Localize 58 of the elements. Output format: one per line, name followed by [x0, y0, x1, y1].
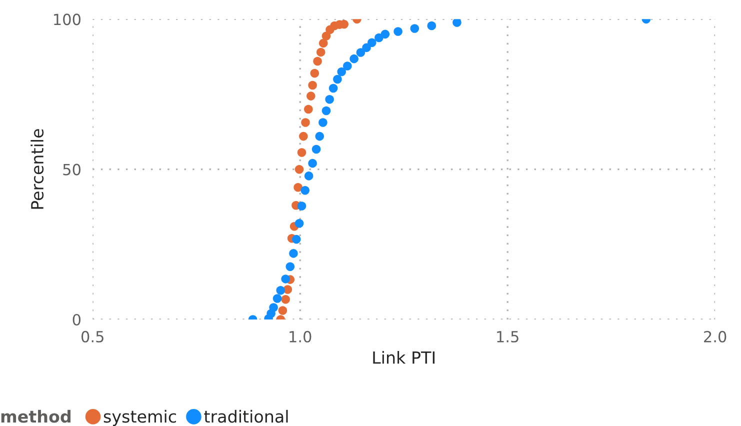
- point: [310, 68, 320, 78]
- point: [294, 219, 304, 228]
- legend-label: traditional: [204, 410, 288, 423]
- point: [278, 306, 288, 315]
- point: [286, 262, 295, 272]
- point: [374, 33, 384, 42]
- point: [356, 48, 366, 57]
- point: [294, 182, 302, 192]
- point: [318, 118, 328, 127]
- point: [394, 27, 402, 36]
- point: [322, 106, 331, 116]
- point: [333, 74, 342, 84]
- point: [297, 202, 306, 210]
- point: [276, 286, 285, 295]
- point: [318, 38, 328, 48]
- point: [269, 303, 278, 312]
- point: [299, 132, 308, 141]
- point: [337, 67, 346, 76]
- point: [350, 54, 358, 64]
- point: [304, 172, 314, 180]
- point: [289, 249, 298, 258]
- point: [343, 62, 352, 70]
- point: [308, 158, 317, 168]
- x-axis-title: Link PTI: [373, 350, 434, 364]
- point: [294, 164, 304, 174]
- point: [304, 104, 313, 114]
- y-tick-label: 100: [54, 14, 80, 26]
- point: [306, 92, 316, 100]
- y-tick-label: 0: [72, 314, 80, 326]
- point: [272, 294, 282, 303]
- point: [281, 274, 290, 284]
- point: [292, 234, 301, 244]
- point: [313, 56, 322, 66]
- point: [452, 19, 462, 27]
- point: [316, 48, 326, 57]
- legend-label: systemic: [104, 410, 176, 426]
- point: [300, 186, 310, 195]
- x-tick-label: 2.0: [704, 330, 726, 342]
- legend-title: method: [1, 410, 70, 423]
- point: [380, 30, 390, 39]
- point: [322, 32, 331, 40]
- point: [427, 21, 436, 30]
- point: [362, 43, 371, 52]
- point: [312, 144, 321, 154]
- point: [308, 80, 317, 90]
- point: [325, 94, 334, 104]
- point: [281, 294, 290, 304]
- point: [297, 148, 306, 157]
- x-tick-label: 1.0: [290, 330, 312, 342]
- x-tick-label: 1.5: [497, 331, 518, 342]
- point: [301, 118, 310, 127]
- x-tick-label: 0.5: [81, 330, 104, 342]
- point: [410, 24, 420, 33]
- point: [328, 84, 338, 93]
- y-tick-label: 50: [63, 164, 80, 176]
- point: [315, 132, 324, 141]
- y-axis-title: Percentile: [30, 129, 44, 209]
- point: [368, 38, 376, 47]
